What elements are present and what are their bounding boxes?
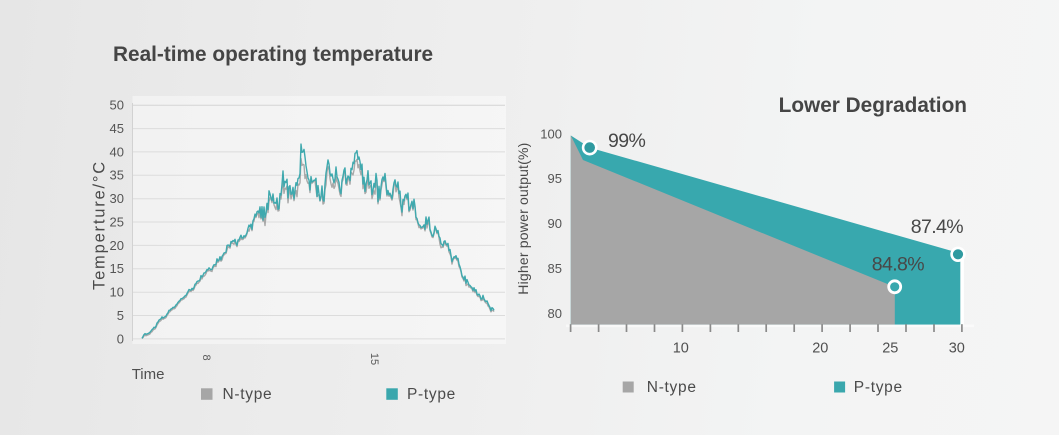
svg-text:5: 5 [117,308,124,323]
svg-text:20: 20 [110,238,124,253]
svg-text:99%: 99% [608,130,645,152]
svg-text:10: 10 [673,341,689,357]
svg-text:30: 30 [949,341,965,357]
svg-text:10: 10 [110,285,124,300]
svg-text:N-type: N-type [647,379,697,396]
svg-text:45: 45 [110,121,124,136]
svg-text:84.8%: 84.8% [872,254,925,276]
svg-text:100: 100 [540,126,562,141]
svg-text:90: 90 [548,216,562,231]
svg-text:20: 20 [812,341,828,357]
svg-text:15: 15 [110,261,124,276]
svg-text:N-type: N-type [223,386,273,403]
svg-text:Temperture/°C: Temperture/°C [91,160,109,290]
svg-text:50: 50 [110,98,124,113]
svg-text:40: 40 [110,144,124,159]
svg-text:25: 25 [882,341,898,357]
svg-text:Real-time operating temperatur: Real-time operating temperature [113,43,433,66]
svg-text:87.4%: 87.4% [911,216,964,238]
svg-text:35: 35 [110,168,124,183]
svg-text:8: 8 [200,354,212,360]
svg-text:0: 0 [117,331,124,346]
svg-text:80: 80 [548,306,562,321]
svg-text:Time: Time [132,366,165,383]
svg-text:Lower Degradation: Lower Degradation [779,94,967,117]
svg-text:P-type: P-type [854,379,903,396]
svg-text:25: 25 [110,214,124,229]
svg-text:Higher power output(%): Higher power output(%) [515,142,531,294]
svg-text:95: 95 [548,171,562,186]
svg-text:P-type: P-type [407,386,456,403]
svg-text:15: 15 [368,353,380,365]
svg-text:85: 85 [548,261,562,276]
svg-text:30: 30 [110,191,124,206]
